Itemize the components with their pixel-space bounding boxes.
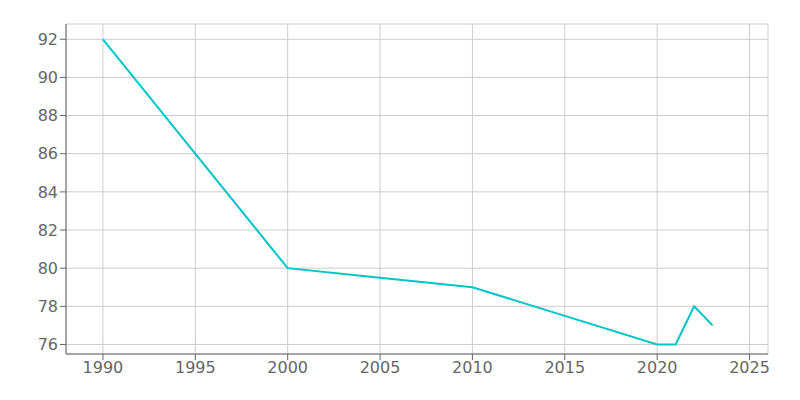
svg-text:2010: 2010: [452, 358, 493, 377]
svg-text:2000: 2000: [267, 358, 308, 377]
svg-text:2015: 2015: [544, 358, 585, 377]
svg-text:1995: 1995: [175, 358, 216, 377]
svg-text:2020: 2020: [637, 358, 678, 377]
svg-text:84: 84: [38, 183, 58, 202]
svg-text:78: 78: [38, 297, 58, 316]
svg-text:88: 88: [38, 106, 58, 125]
svg-text:1990: 1990: [83, 358, 124, 377]
svg-text:82: 82: [38, 221, 58, 240]
svg-text:80: 80: [38, 259, 58, 278]
svg-text:76: 76: [38, 335, 58, 354]
svg-text:92: 92: [38, 30, 58, 49]
svg-text:2005: 2005: [360, 358, 401, 377]
svg-text:90: 90: [38, 68, 58, 87]
svg-text:2025: 2025: [729, 358, 770, 377]
svg-text:86: 86: [38, 144, 58, 163]
